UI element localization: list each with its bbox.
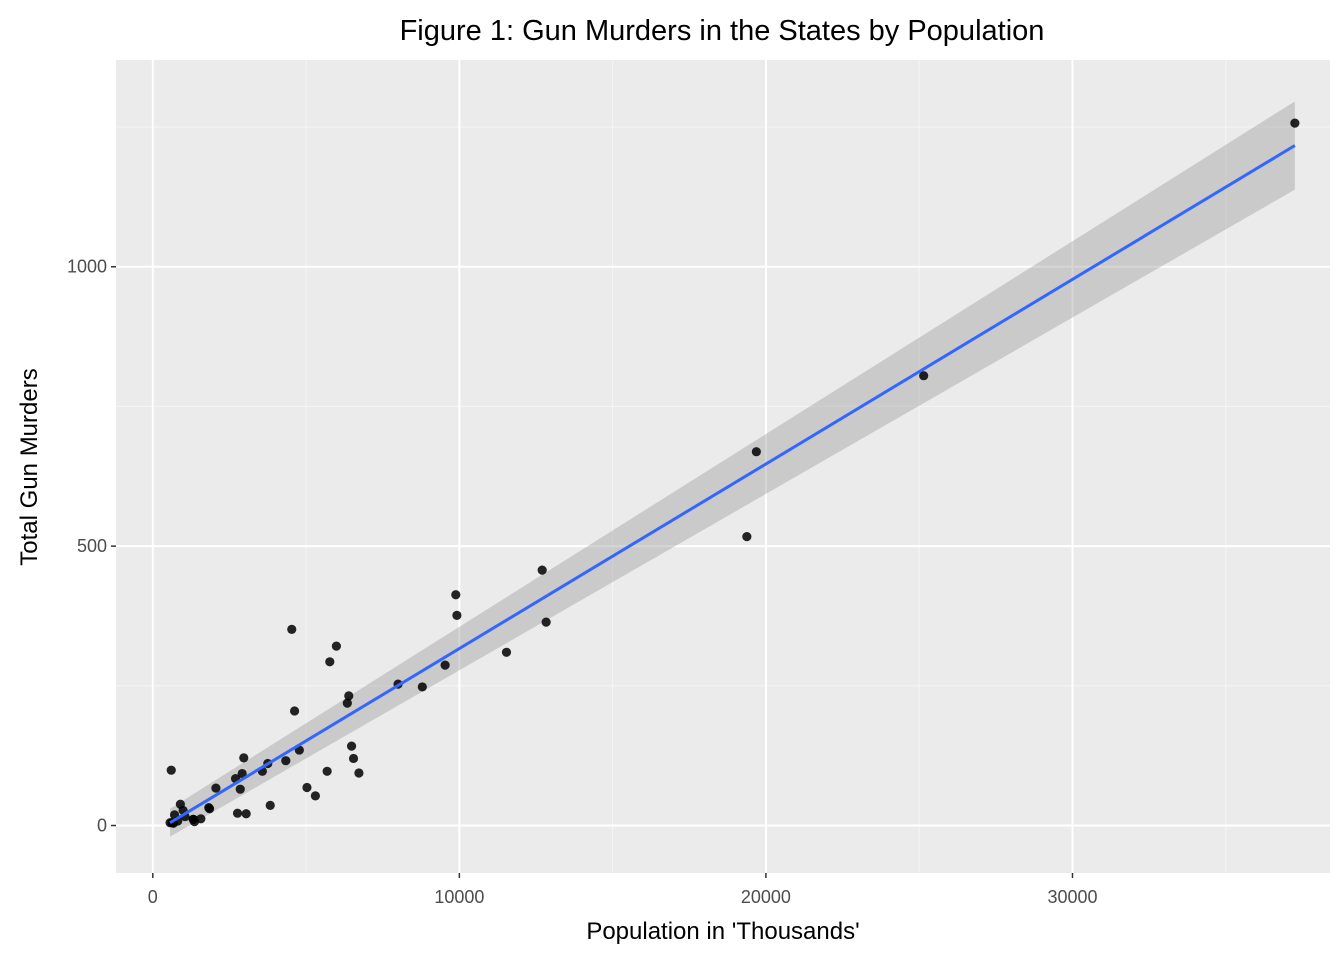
- data-point: [346, 741, 357, 751]
- data-point: [211, 783, 221, 793]
- data-point: [232, 808, 243, 818]
- data-point: [331, 641, 341, 651]
- data-point: [348, 753, 359, 764]
- data-point: [440, 660, 450, 670]
- data-point: [204, 803, 214, 813]
- data-point: [742, 532, 752, 542]
- data-point: [287, 624, 297, 634]
- data-point: [302, 782, 312, 793]
- data-point: [354, 768, 364, 778]
- data-point: [289, 706, 300, 716]
- data-point: [237, 768, 247, 779]
- data-point: [537, 565, 547, 575]
- data-point: [1290, 118, 1300, 128]
- data-point: [310, 791, 320, 801]
- data-point: [322, 766, 332, 776]
- x-tick-label: 30000: [1047, 887, 1097, 907]
- chart-title: Figure 1: Gun Murders in the States by P…: [400, 15, 1045, 47]
- data-point: [417, 682, 427, 692]
- y-axis-title: Total Gun Murders: [16, 368, 43, 565]
- y-axis: 0 500 1000: [67, 257, 116, 836]
- regression-line: [169, 144, 1296, 824]
- data-point: [166, 765, 176, 775]
- y-tick-label: 500: [77, 536, 107, 556]
- data-point: [344, 691, 354, 701]
- data-point: [541, 617, 551, 627]
- data-point: [239, 753, 249, 763]
- data-point: [501, 647, 512, 657]
- data-point: [235, 784, 245, 794]
- x-tick-label: 20000: [741, 887, 791, 907]
- x-tick-label: 10000: [434, 887, 484, 907]
- data-point: [342, 698, 352, 708]
- plot-panel: [116, 60, 1330, 873]
- data-point: [751, 447, 761, 457]
- data-points: [165, 118, 1300, 828]
- data-point: [265, 800, 275, 810]
- grid-major: [116, 60, 1330, 873]
- y-tick-label: 0: [97, 816, 107, 836]
- x-axis-title: Population in 'Thousands': [586, 918, 859, 945]
- data-point: [241, 809, 251, 819]
- data-point: [451, 590, 461, 600]
- data-point: [919, 371, 929, 381]
- data-point: [325, 657, 335, 667]
- y-tick-label: 1000: [67, 257, 107, 277]
- x-axis: 0 10000 20000 30000: [148, 873, 1098, 907]
- grid-minor: [116, 60, 1330, 873]
- data-point: [175, 799, 185, 809]
- data-point: [188, 814, 198, 824]
- data-point: [281, 756, 291, 766]
- x-tick-label: 0: [148, 887, 158, 907]
- data-point: [452, 610, 462, 621]
